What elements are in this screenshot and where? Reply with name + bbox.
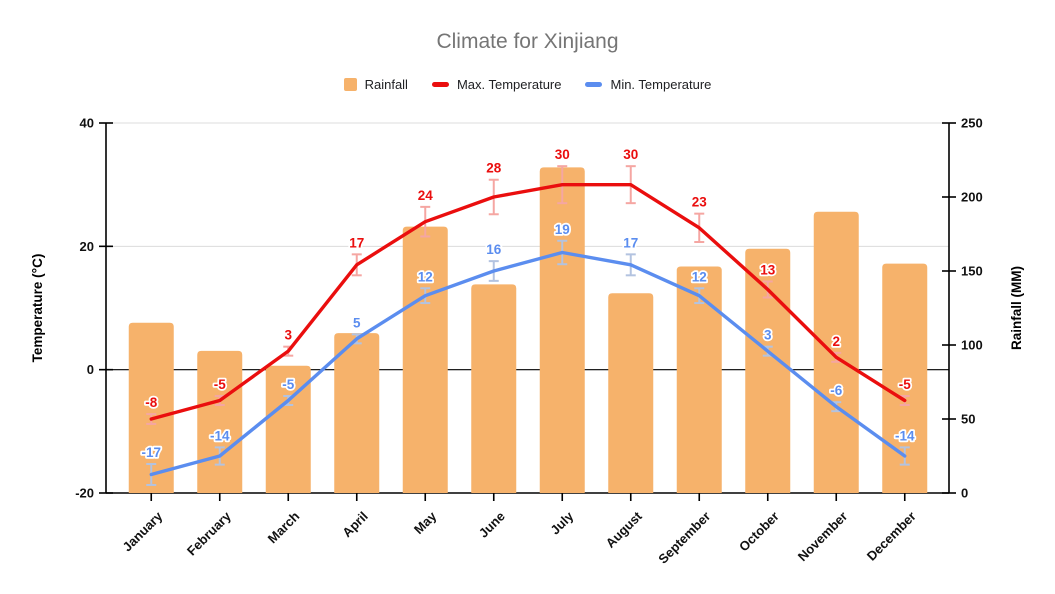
x-tick-label-june: June: [476, 509, 508, 541]
max-temperature-line-icon: [431, 82, 449, 87]
x-tick-label-october: October: [736, 509, 782, 555]
min-temp-value-label-february: -14: [210, 428, 230, 443]
x-tick-label-september: September: [655, 509, 713, 567]
bar-april: [334, 333, 380, 493]
max-temp-value-label-september: 23: [692, 195, 708, 210]
max-temp-value-label-january: -8: [145, 395, 157, 410]
x-tick-label-may: May: [411, 508, 440, 537]
max-temp-value-label-june: 28: [486, 161, 502, 176]
legend-item-min-temperature: Min. Temperature: [585, 77, 711, 92]
min-temp-value-label-september: 12: [692, 269, 707, 284]
rain-tick-label-100: 100: [961, 338, 983, 353]
temp-tick-label-0: 0: [87, 362, 94, 377]
bar-may: [402, 226, 448, 493]
legend-item-rainfall: Rainfall: [343, 77, 408, 92]
x-tick-label-july: July: [547, 508, 577, 538]
min-temp-value-label-october: 3: [764, 328, 772, 343]
x-tick-label-december: December: [864, 509, 919, 564]
rain-tick-label-50: 50: [961, 412, 975, 427]
temp-tick-label-40: 40: [80, 116, 94, 131]
temp-tick-label-20: 20: [80, 239, 94, 254]
min-temp-value-label-december: -14: [895, 428, 915, 443]
min-temp-value-label-august: 17: [623, 235, 638, 250]
min-temp-value-label-july: 19: [555, 222, 570, 237]
max-temp-value-label-february: -5: [214, 377, 226, 392]
rain-tick-label-250: 250: [961, 116, 983, 131]
bar-july: [539, 167, 585, 493]
min-temperature-line-icon: [585, 82, 603, 87]
bar-december: [882, 263, 928, 493]
max-temp-value-label-april: 17: [349, 235, 364, 250]
max-temp-value-label-july: 30: [555, 147, 570, 162]
bar-august: [608, 293, 654, 493]
max-temp-value-label-november: 2: [832, 334, 840, 349]
max-temp-value-label-august: 30: [623, 147, 638, 162]
chart-legend: Rainfall Max. Temperature Min. Temperatu…: [0, 77, 1055, 92]
bar-february: [197, 350, 243, 493]
legend-label-rainfall: Rainfall: [364, 77, 408, 92]
rain-tick-label-200: 200: [961, 190, 983, 205]
min-temperature-line: [149, 250, 907, 477]
x-tick-label-february: February: [184, 508, 234, 558]
x-tick-label-january: January: [119, 508, 165, 554]
min-temp-value-label-january: -17: [141, 445, 161, 460]
legend-label-min-temperature: Min. Temperature: [610, 77, 712, 92]
max-temp-value-label-october: 13: [760, 262, 776, 277]
max-temp-value-label-may: 24: [418, 188, 434, 203]
min-temp-value-label-march: -5: [282, 377, 294, 392]
legend-label-max-temperature: Max. Temperature: [456, 77, 562, 92]
chart-title: Climate for Xinjiang: [436, 30, 619, 53]
max-temperature-line: [149, 182, 907, 421]
rainfall-swatch-icon: [343, 78, 357, 91]
x-tick-label-march: March: [265, 508, 303, 546]
legend-item-max-temperature: Max. Temperature: [431, 77, 562, 92]
bar-march: [265, 365, 311, 493]
bar-september: [676, 266, 722, 493]
x-tick-label-april: April: [339, 509, 371, 541]
bar-january: [128, 322, 174, 493]
min-temp-value-label-may: 12: [418, 269, 433, 284]
max-temp-value-label-december: -5: [899, 377, 911, 392]
max-temp-value-label-march: 3: [284, 328, 292, 343]
x-tick-label-november: November: [795, 509, 851, 565]
rain-tick-label-0: 0: [961, 486, 968, 501]
x-tick-label-august: August: [603, 508, 646, 551]
min-temp-value-label-june: 16: [486, 242, 502, 257]
bar-october: [745, 248, 791, 493]
rain-tick-label-150: 150: [961, 264, 983, 279]
min-temp-value-label-april: 5: [353, 315, 361, 330]
bar-june: [471, 284, 517, 493]
min-temp-value-label-november: -6: [830, 383, 842, 398]
temp-tick-label--20: -20: [75, 486, 94, 501]
